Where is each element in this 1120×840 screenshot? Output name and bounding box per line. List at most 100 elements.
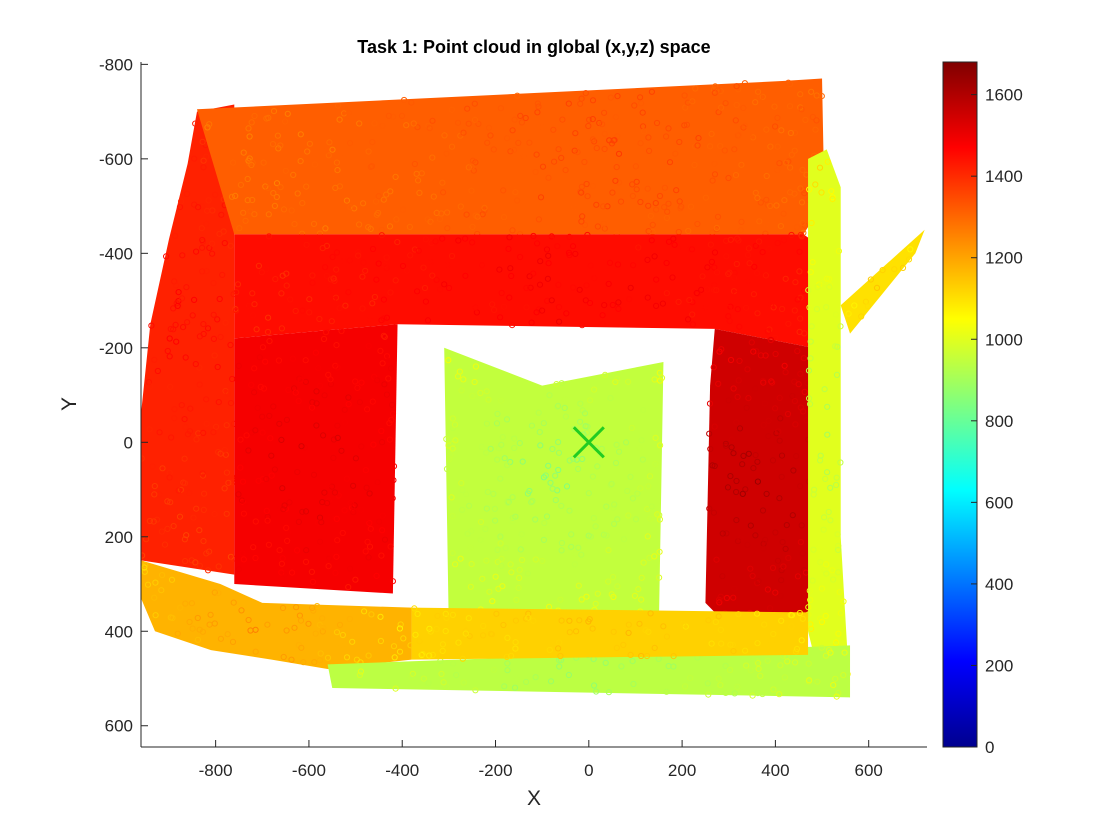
data-point bbox=[612, 378, 619, 386]
data-point bbox=[287, 296, 294, 303]
y-tick-label: 400 bbox=[105, 622, 133, 641]
data-point bbox=[383, 391, 390, 398]
data-point bbox=[754, 640, 761, 647]
data-point bbox=[386, 278, 393, 285]
data-point bbox=[303, 183, 310, 190]
data-point bbox=[747, 667, 754, 674]
data-point bbox=[735, 131, 742, 138]
data-point bbox=[379, 527, 386, 534]
data-point bbox=[320, 432, 327, 439]
data-point bbox=[833, 474, 840, 481]
data-point bbox=[450, 424, 457, 432]
data-point bbox=[477, 536, 484, 543]
data-point bbox=[529, 497, 536, 505]
data-point bbox=[606, 259, 614, 266]
data-point bbox=[199, 138, 206, 145]
data-point bbox=[371, 373, 378, 380]
data-point bbox=[230, 599, 237, 606]
data-point bbox=[325, 555, 332, 562]
data-point bbox=[714, 87, 722, 94]
data-point bbox=[377, 347, 384, 354]
data-point bbox=[645, 483, 652, 490]
data-point bbox=[663, 633, 671, 640]
data-point bbox=[767, 143, 774, 150]
data-point bbox=[545, 174, 552, 181]
data-point bbox=[150, 518, 157, 525]
data-point bbox=[825, 508, 832, 516]
data-point bbox=[558, 547, 565, 554]
data-point bbox=[827, 517, 834, 524]
data-point bbox=[381, 333, 388, 340]
data-point bbox=[637, 140, 644, 147]
x-tick-label: -800 bbox=[199, 761, 233, 780]
data-point bbox=[465, 615, 472, 622]
data-point bbox=[708, 640, 715, 647]
data-point bbox=[572, 250, 579, 257]
data-point bbox=[494, 456, 501, 463]
data-point bbox=[707, 241, 714, 248]
data-point bbox=[646, 147, 653, 154]
data-point bbox=[527, 284, 534, 291]
data-point bbox=[578, 596, 585, 603]
data-point bbox=[420, 675, 427, 682]
data-point bbox=[778, 473, 785, 480]
data-point bbox=[567, 544, 574, 551]
data-point bbox=[555, 146, 562, 153]
data-point bbox=[754, 194, 761, 202]
colorbar-tick-label: 800 bbox=[985, 412, 1013, 431]
y-tick-label: -400 bbox=[99, 244, 133, 263]
data-point bbox=[234, 281, 242, 288]
data-point bbox=[270, 108, 278, 115]
data-point bbox=[444, 225, 451, 232]
data-point bbox=[760, 272, 768, 279]
data-point bbox=[796, 609, 804, 617]
data-point bbox=[585, 618, 592, 625]
data-point bbox=[702, 304, 709, 311]
data-point bbox=[727, 356, 735, 364]
data-point bbox=[801, 190, 808, 197]
colorbar-tick-label: 200 bbox=[985, 656, 1013, 675]
region-fill bbox=[196, 78, 825, 235]
data-point bbox=[791, 398, 799, 405]
data-point bbox=[708, 258, 716, 265]
data-point bbox=[551, 158, 558, 165]
data-point bbox=[366, 490, 373, 497]
data-point bbox=[645, 202, 652, 209]
data-point bbox=[211, 510, 218, 518]
data-point bbox=[675, 308, 682, 315]
data-point bbox=[267, 435, 274, 442]
data-point bbox=[281, 571, 288, 578]
data-point bbox=[592, 600, 599, 607]
data-point bbox=[257, 383, 264, 390]
data-point bbox=[638, 652, 645, 660]
data-point bbox=[559, 116, 566, 123]
data-point bbox=[599, 121, 606, 128]
data-point bbox=[587, 262, 594, 269]
colorbar-tick-label: 0 bbox=[985, 738, 994, 757]
data-point bbox=[725, 304, 733, 312]
data-point bbox=[390, 113, 397, 120]
data-point bbox=[512, 189, 519, 196]
data-point bbox=[636, 445, 643, 452]
data-point bbox=[663, 214, 671, 221]
data-point bbox=[774, 114, 781, 122]
data-point bbox=[806, 395, 813, 402]
data-point bbox=[823, 561, 830, 568]
data-point bbox=[625, 512, 632, 519]
data-point bbox=[468, 187, 475, 194]
data-point bbox=[266, 338, 273, 345]
data-point bbox=[581, 221, 589, 229]
data-point bbox=[735, 237, 742, 244]
data-point bbox=[639, 109, 646, 116]
data-point bbox=[407, 252, 414, 259]
data-point bbox=[340, 257, 347, 264]
data-point bbox=[552, 472, 559, 479]
data-point bbox=[427, 628, 434, 635]
data-point bbox=[218, 211, 225, 218]
data-point bbox=[190, 514, 197, 521]
data-point bbox=[625, 378, 632, 385]
data-point bbox=[433, 626, 440, 633]
data-point bbox=[610, 504, 617, 511]
data-point bbox=[718, 104, 725, 111]
data-point bbox=[750, 465, 757, 472]
